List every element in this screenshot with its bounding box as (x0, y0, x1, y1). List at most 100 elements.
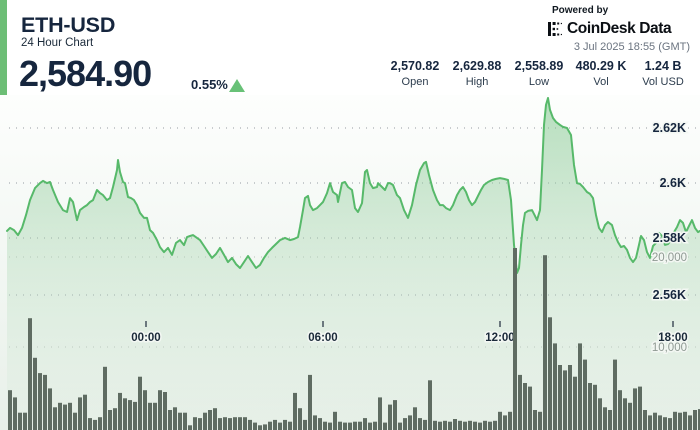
volume-bar (218, 418, 222, 430)
stat-low: 2,558.89 Low (508, 59, 570, 88)
x-axis-label: 18:00 (658, 332, 687, 344)
volume-bar (253, 422, 257, 430)
volume-bar (133, 401, 137, 430)
stat-high-label: High (465, 76, 489, 88)
volume-bar (333, 411, 337, 430)
volume-bar (103, 366, 107, 430)
volume-bar (78, 397, 82, 430)
volume-axis-label: 20,000 (652, 252, 687, 264)
volume-bar (643, 410, 647, 430)
volume-bar (353, 421, 357, 430)
volume-bar (428, 380, 432, 430)
volume-bar (373, 421, 377, 430)
coindesk-brand-block: Powered by CoinDesk Data 3 Jul 2025 18:5… (548, 5, 690, 53)
volume-bar (628, 402, 632, 430)
volume-bar (418, 418, 422, 430)
volume-bar (433, 420, 437, 430)
volume-bar (308, 374, 312, 430)
volume-bar (143, 390, 147, 430)
volume-bar (83, 394, 87, 430)
volume-bar (653, 412, 657, 430)
volume-bar (618, 390, 622, 430)
price-axis-label: 2.6K (660, 176, 686, 190)
volume-bar (523, 383, 527, 430)
volume-bar (398, 422, 402, 430)
volume-bar (128, 400, 132, 430)
volume-bar (273, 419, 277, 430)
volume-bar (488, 421, 492, 430)
volume-bar (223, 417, 227, 430)
stat-high-value: 2,629.88 (452, 59, 502, 73)
volume-bar (608, 410, 612, 430)
volume-bar (543, 255, 547, 430)
stat-vol: 480.29 K Vol (570, 59, 632, 88)
volume-bar (138, 376, 142, 430)
price-change-percent: 0.55% (191, 77, 228, 92)
volume-bar (513, 248, 517, 430)
volume-bar (53, 407, 57, 430)
volume-bar (283, 419, 287, 430)
volume-bar (73, 412, 77, 430)
volume-bar (598, 398, 602, 430)
volume-bar (408, 415, 412, 430)
volume-bar (163, 392, 167, 430)
volume-bar (338, 421, 342, 430)
stats-row: 2,570.82 Open 2,629.88 High 2,558.89 Low… (384, 59, 694, 88)
volume-bar (158, 390, 162, 430)
volume-bar (113, 408, 117, 430)
volume-bar (578, 343, 582, 430)
coindesk-logo[interactable]: CoinDesk Data (548, 20, 690, 38)
volume-bar (663, 417, 667, 430)
volume-bar (393, 400, 397, 430)
price-chart-canvas[interactable]: 00:00 06:00 12:00 18:00 2.62K 2.6K 2.58K 2.56K 2… (0, 95, 700, 430)
stat-high: 2,629.88 High (446, 59, 508, 88)
price-axis-label: 2.58K (653, 231, 686, 245)
volume-bar (498, 411, 502, 430)
volume-bar (243, 417, 247, 430)
volume-bar (28, 318, 32, 430)
timestamp: 3 Jul 2025 18:55 (GMT) (573, 41, 690, 53)
volume-bar (268, 421, 272, 430)
volume-bar (68, 402, 72, 430)
volume-bar (673, 411, 677, 430)
volume-bar (538, 411, 542, 430)
volume-bar (478, 422, 482, 430)
volume-bar (648, 415, 652, 430)
volume-bar (413, 407, 417, 430)
price-axis-label: 2.62K (653, 121, 686, 135)
volume-bar (423, 419, 427, 430)
volume-bar (48, 388, 52, 430)
volume-bar (318, 418, 322, 430)
volume-bar (558, 365, 562, 430)
stat-open: 2,570.82 Open (384, 59, 446, 88)
volume-bar (683, 411, 687, 430)
volume-bar (438, 421, 442, 430)
volume-bar (473, 421, 477, 430)
volume-bar (573, 376, 577, 430)
volume-bar (153, 402, 157, 430)
volume-bar (388, 404, 392, 430)
volume-bar (533, 410, 537, 430)
volume-bar (378, 397, 382, 430)
volume-bar (363, 418, 367, 430)
price-line (6, 97, 700, 274)
price-axis-label: 2.56K (653, 288, 686, 302)
volume-bar (678, 412, 682, 430)
volume-bar (383, 422, 387, 430)
volume-bar (483, 420, 487, 430)
volume-bar (448, 421, 452, 430)
volume-bar (298, 408, 302, 430)
volume-bar (58, 402, 62, 430)
coindesk-logo-text: CoinDesk Data (567, 20, 672, 37)
stat-vol-usd-value: 1.24 B (644, 59, 682, 73)
volume-bar (368, 422, 372, 430)
volume-bar (553, 343, 557, 430)
volume-bar (328, 422, 332, 430)
volume-bar (98, 417, 102, 430)
volume-bar (168, 410, 172, 430)
volume-bar (23, 412, 27, 430)
volume-bar (93, 419, 97, 430)
volume-bar (193, 417, 197, 430)
stat-vol-usd-label: Vol USD (642, 76, 684, 88)
